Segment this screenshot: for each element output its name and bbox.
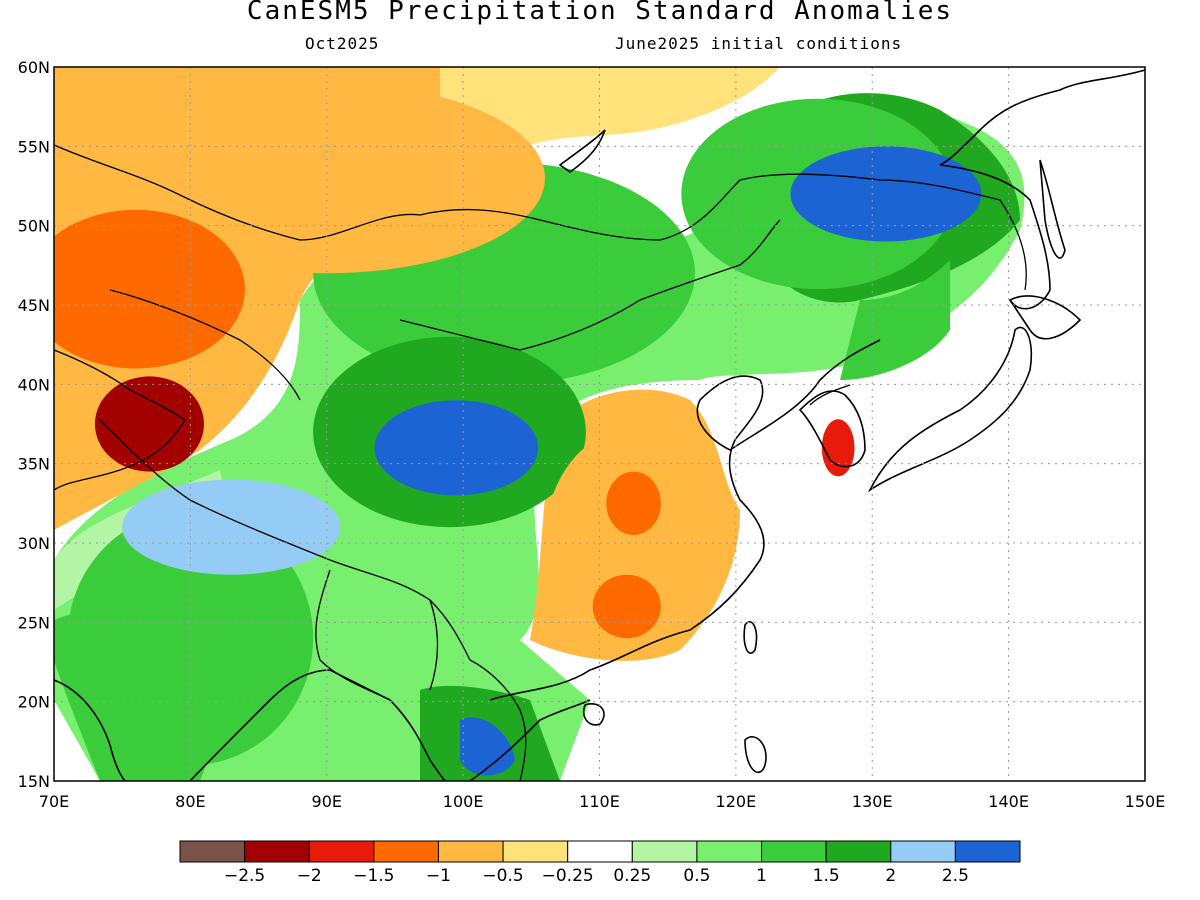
lat-tick-label: 50N bbox=[18, 217, 50, 236]
colorbar-swatch bbox=[825, 840, 892, 863]
myanmar-border bbox=[315, 569, 439, 701]
axis-labels: 70E 80E 90E 100E 110E 120E 130E 140E 150E 60N 55N 5… bbox=[18, 58, 1166, 811]
anomaly-region-pamir-very-dry bbox=[94, 376, 205, 472]
colorbar-label: −1 bbox=[426, 866, 451, 886]
sakhalin-outline bbox=[1039, 159, 1066, 259]
central-asia-borders bbox=[54, 349, 186, 491]
lat-tick-label: 35N bbox=[18, 455, 50, 474]
kazakh-border bbox=[109, 289, 301, 401]
anomaly-region-south-china-core2 bbox=[592, 574, 661, 639]
lat-tick-label: 45N bbox=[18, 296, 50, 315]
bohai-coastline bbox=[729, 339, 881, 451]
bay-of-bengal-coastline bbox=[189, 669, 391, 781]
india-coastline bbox=[54, 679, 126, 781]
colorbar-swatch bbox=[502, 840, 569, 863]
colorbar: −2.5 −2 −1.5 −1 −0.5 −0.25 0.25 0.5 1 1.5 2 2.5 bbox=[179, 840, 1021, 886]
anomaly-region-south-china-dry bbox=[544, 431, 709, 655]
colorbar-label: 0.5 bbox=[683, 866, 710, 886]
china-coastline bbox=[489, 375, 765, 701]
target-month-label: Oct2025 bbox=[305, 34, 380, 53]
map-title: CanESM5 Precipitation Standard Anomalies bbox=[246, 0, 954, 26]
coastlines bbox=[54, 69, 1145, 781]
lat-tick-label: 15N bbox=[18, 772, 50, 791]
colorbar-label: −1.5 bbox=[353, 866, 394, 886]
colorbar-label: 1.5 bbox=[813, 866, 840, 886]
japan-honshu-outline bbox=[867, 326, 1033, 493]
colorbar-swatch bbox=[179, 840, 246, 863]
lat-tick-label: 55N bbox=[18, 137, 50, 156]
wet-field-korea-japan bbox=[840, 260, 950, 380]
colorbar-swatch bbox=[308, 840, 375, 863]
anomaly-region-kazakh-dry bbox=[54, 209, 245, 369]
colorbar-swatch bbox=[954, 840, 1021, 863]
lon-tick-label: 120E bbox=[716, 792, 757, 811]
colorbar-label: −0.5 bbox=[482, 866, 523, 886]
colorbar-label: −0.25 bbox=[542, 866, 594, 886]
colorbar-swatch bbox=[244, 840, 310, 863]
baikal-lake-outline bbox=[558, 129, 606, 173]
colorbar-swatch bbox=[373, 840, 439, 863]
lat-tick-label: 40N bbox=[18, 375, 50, 394]
mongolia-china-border bbox=[399, 219, 781, 351]
indochina-coastline bbox=[389, 699, 591, 781]
colorbar-swatch bbox=[890, 840, 956, 863]
map-frame bbox=[53, 66, 1146, 782]
colorbar-swatch bbox=[696, 840, 763, 863]
lon-tick-label: 70E bbox=[39, 792, 69, 811]
lon-tick-label: 150E bbox=[1125, 792, 1166, 811]
lat-tick-label: 25N bbox=[18, 613, 50, 632]
colorbar-label: 2.5 bbox=[942, 866, 969, 886]
vietnam-laos-border bbox=[469, 659, 527, 781]
colorbar-swatch bbox=[567, 840, 633, 863]
anomaly-region-manchuria-very-wet bbox=[790, 146, 982, 242]
lon-tick-label: 90E bbox=[312, 792, 342, 811]
kamchatka-coastline bbox=[939, 69, 1145, 166]
japan-hokkaido-outline bbox=[1008, 295, 1082, 340]
init-conditions-label: June2025 initial conditions bbox=[615, 34, 903, 53]
colorbar-label: 1 bbox=[756, 866, 767, 886]
lat-tick-label: 60N bbox=[18, 58, 50, 77]
anomaly-region-siberia-dry bbox=[108, 82, 545, 274]
korea-border bbox=[809, 384, 851, 406]
okhotsk-coastline bbox=[939, 164, 1051, 310]
taiwan-outline bbox=[743, 621, 758, 654]
colorbar-label: 0.25 bbox=[613, 866, 651, 886]
anomaly-region-south-china-core1 bbox=[606, 471, 661, 536]
philippines-outline bbox=[744, 736, 767, 774]
very-wet-indochina bbox=[460, 717, 515, 776]
china-india-border bbox=[99, 419, 471, 661]
colorbar-label: 2 bbox=[885, 866, 896, 886]
lon-tick-label: 80E bbox=[175, 792, 205, 811]
country-borders bbox=[54, 144, 1027, 781]
hainan-outline bbox=[582, 703, 605, 726]
lat-tick-label: 30N bbox=[18, 534, 50, 553]
graticule bbox=[54, 67, 1145, 781]
colorbar-label: −2.5 bbox=[224, 866, 265, 886]
colorbar-swatch bbox=[761, 840, 827, 863]
colorbar-swatch bbox=[437, 840, 504, 863]
colorbar-swatch bbox=[631, 840, 698, 863]
anomaly-region-himalaya-wet bbox=[122, 479, 341, 575]
anomaly-region-tibet-very-wet bbox=[374, 400, 539, 496]
lon-tick-label: 140E bbox=[988, 792, 1029, 811]
lon-tick-label: 130E bbox=[852, 792, 893, 811]
anomaly-regions bbox=[54, 82, 982, 766]
lat-tick-label: 20N bbox=[18, 693, 50, 712]
colorbar-label: −2 bbox=[297, 866, 322, 886]
lon-tick-label: 100E bbox=[443, 792, 484, 811]
lon-tick-label: 110E bbox=[579, 792, 620, 811]
anomaly-region-korea-dry bbox=[821, 419, 855, 477]
russia-southern-border bbox=[54, 144, 1027, 291]
